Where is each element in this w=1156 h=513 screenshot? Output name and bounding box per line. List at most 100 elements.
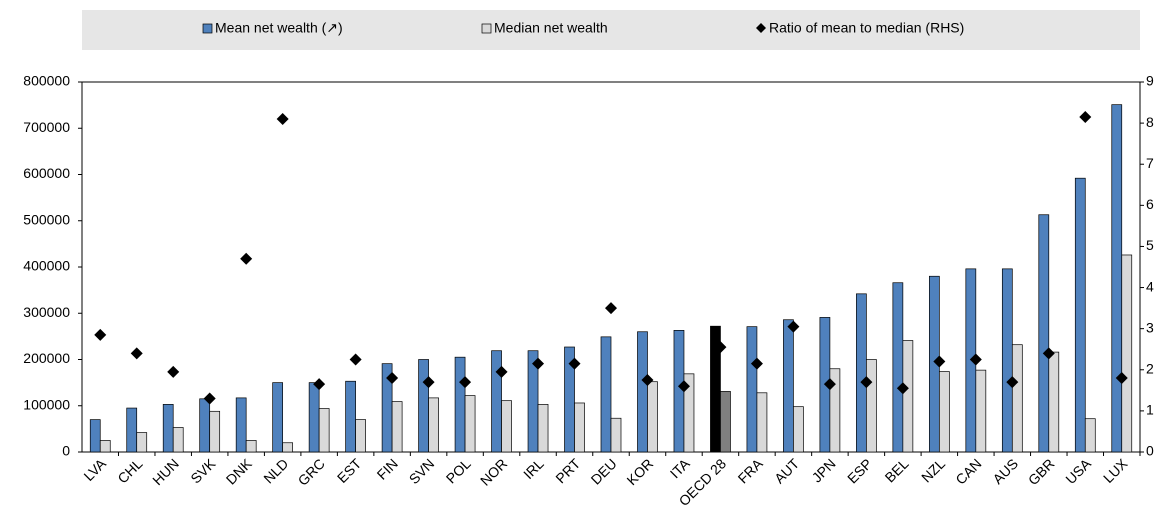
- x-tick-label: HUN: [149, 455, 182, 488]
- legend-swatch: [481, 23, 492, 34]
- x-tick-label: USA: [1062, 455, 1094, 487]
- x-tick-label: CAN: [952, 455, 984, 487]
- ratio-marker: [1006, 376, 1019, 389]
- x-tick-label: FIN: [374, 455, 401, 482]
- bar: [574, 402, 585, 453]
- ratio-marker: [750, 357, 763, 370]
- x-tick-label: GRC: [295, 455, 328, 488]
- ratio-marker: [240, 252, 253, 265]
- bar: [866, 359, 877, 453]
- x-tick-label: NZL: [918, 455, 948, 485]
- bar: [272, 382, 284, 453]
- bar: [99, 440, 111, 453]
- ratio-marker: [860, 376, 873, 389]
- y-tick-label: 0: [62, 443, 70, 459]
- y2-tick-label: 2: [1146, 360, 1154, 376]
- bar: [1001, 268, 1013, 453]
- ratio-marker: [459, 376, 472, 389]
- legend-swatch: [756, 23, 766, 33]
- y2-tick-label: 6: [1146, 196, 1154, 212]
- y2-tick-label: 9: [1146, 73, 1154, 89]
- bar: [829, 368, 841, 453]
- ratio-marker: [641, 374, 654, 387]
- bar: [1121, 254, 1133, 453]
- ratio-marker: [94, 328, 107, 341]
- bar: [856, 293, 867, 453]
- legend-label: Ratio of mean to median (RHS): [769, 20, 964, 36]
- bar: [245, 440, 257, 453]
- bar: [491, 350, 502, 453]
- y-tick-label: 800000: [23, 73, 70, 89]
- x-tick-label: LVA: [80, 455, 109, 484]
- x-tick-label: ITA: [667, 455, 693, 481]
- x-tick-label: AUT: [771, 455, 802, 486]
- ratio-marker: [1042, 347, 1055, 360]
- ratio-marker: [605, 302, 617, 315]
- y2-tick-label: 8: [1146, 114, 1154, 130]
- bar: [683, 373, 695, 453]
- bar: [162, 404, 174, 453]
- y-tick-label: 200000: [23, 350, 70, 366]
- x-tick-label: JPN: [809, 455, 839, 485]
- y-tick-label: 400000: [23, 258, 70, 274]
- x-tick-label: IRL: [520, 455, 547, 482]
- x-tick-label: EST: [334, 455, 365, 486]
- ratio-marker: [787, 320, 800, 333]
- y-tick-label: 300000: [23, 304, 70, 320]
- bar: [1048, 351, 1060, 453]
- x-tick-label: CHL: [114, 455, 145, 486]
- legend-box: [82, 10, 1140, 50]
- bar: [892, 282, 904, 453]
- ratio-marker: [130, 347, 143, 360]
- y-tick-label: 700000: [23, 119, 70, 135]
- bar: [1011, 344, 1023, 453]
- bar: [793, 406, 804, 453]
- x-tick-label: KOR: [623, 455, 656, 488]
- ratio-marker: [568, 357, 581, 370]
- bar: [1074, 177, 1086, 453]
- bar: [938, 371, 950, 453]
- ratio-marker: [1079, 110, 1092, 123]
- bar: [1111, 104, 1123, 453]
- x-tick-label: PRT: [552, 455, 583, 486]
- bar: [783, 319, 794, 453]
- x-tick-label: POL: [443, 455, 474, 486]
- bar: [673, 330, 685, 453]
- ratio-marker: [532, 357, 545, 370]
- bar: [345, 380, 356, 453]
- x-tick-label: LUX: [1100, 455, 1131, 486]
- bar: [199, 398, 211, 453]
- bar: [464, 395, 476, 453]
- ratio-marker: [203, 392, 216, 405]
- bar: [428, 397, 439, 453]
- y-tick-label: 500000: [23, 211, 70, 227]
- ratio-marker: [313, 378, 326, 391]
- ratio-marker: [495, 365, 508, 378]
- x-tick-label: GBR: [1025, 455, 1058, 488]
- bar: [89, 419, 101, 453]
- bar: [136, 432, 148, 453]
- bar: [600, 336, 612, 453]
- ratio-marker: [276, 113, 289, 125]
- bar: [209, 410, 221, 453]
- bar: [318, 408, 330, 453]
- bar: [391, 401, 403, 453]
- bar: [235, 397, 247, 453]
- bar: [610, 417, 622, 453]
- legend-label: Median net wealth: [494, 20, 608, 36]
- bar: [282, 442, 294, 453]
- x-tick-label: AUS: [989, 455, 1021, 487]
- x-tick-label: SVN: [406, 455, 438, 487]
- ratio-marker: [969, 353, 982, 366]
- legend-swatch: [202, 23, 213, 34]
- bar: [1084, 418, 1096, 453]
- x-tick-label: NLD: [260, 455, 291, 486]
- bar: [902, 340, 914, 453]
- y2-tick-label: 7: [1146, 155, 1154, 171]
- y2-tick-label: 5: [1146, 237, 1154, 253]
- ratio-marker: [933, 355, 946, 368]
- bar: [1038, 214, 1050, 453]
- bar: [527, 350, 539, 453]
- bar: [637, 331, 648, 453]
- bar: [537, 404, 549, 453]
